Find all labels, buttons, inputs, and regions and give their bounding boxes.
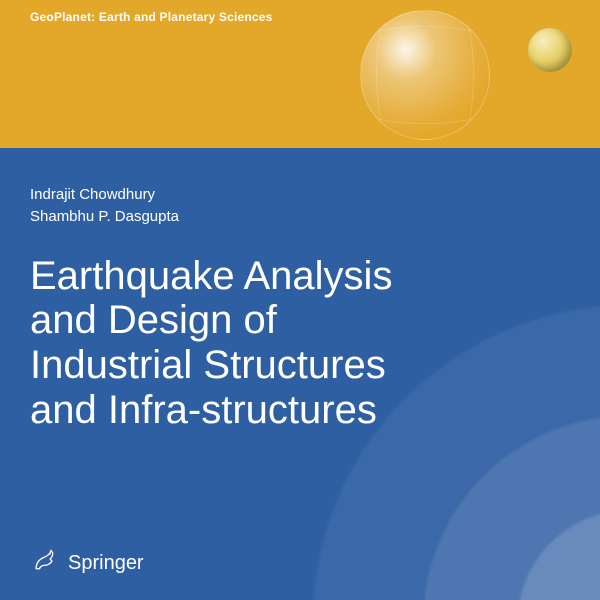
springer-horse-icon bbox=[30, 546, 58, 580]
author-2: Shambhu P. Dasgupta bbox=[30, 206, 570, 228]
title-line-4: and Infra-structures bbox=[30, 388, 490, 433]
publisher-name: Springer bbox=[68, 552, 144, 575]
moon-graphic bbox=[528, 28, 572, 72]
main-panel: Indrajit Chowdhury Shambhu P. Dasgupta E… bbox=[0, 148, 600, 600]
series-band: GeoPlanet: Earth and Planetary Sciences bbox=[0, 0, 600, 148]
authors-block: Indrajit Chowdhury Shambhu P. Dasgupta bbox=[30, 184, 570, 228]
title-line-2: and Design of bbox=[30, 298, 490, 343]
book-title: Earthquake Analysis and Design of Indust… bbox=[30, 254, 490, 433]
title-line-3: Industrial Structures bbox=[30, 343, 490, 388]
author-1: Indrajit Chowdhury bbox=[30, 184, 570, 206]
globe-graphic bbox=[360, 10, 490, 140]
series-label: GeoPlanet: Earth and Planetary Sciences bbox=[30, 10, 273, 24]
publisher-block: Springer bbox=[30, 546, 570, 580]
book-cover: GeoPlanet: Earth and Planetary Sciences … bbox=[0, 0, 600, 600]
spacer bbox=[30, 433, 570, 546]
title-line-1: Earthquake Analysis bbox=[30, 254, 490, 299]
